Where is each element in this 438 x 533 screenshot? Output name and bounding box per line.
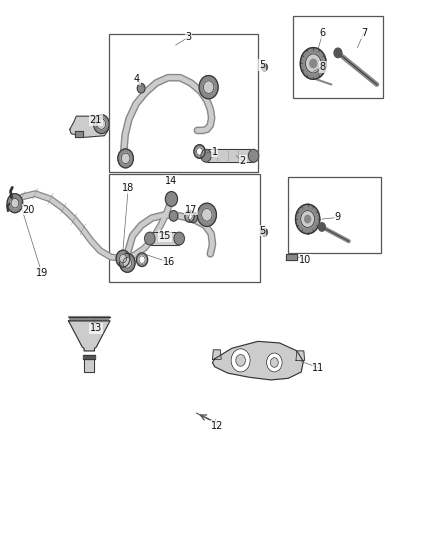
Circle shape — [139, 256, 145, 263]
Circle shape — [304, 215, 311, 223]
Text: 12: 12 — [211, 421, 223, 431]
Circle shape — [261, 229, 268, 236]
Circle shape — [116, 250, 130, 267]
Polygon shape — [296, 351, 304, 360]
Text: 21: 21 — [89, 115, 102, 125]
Bar — [109, 35, 258, 172]
Text: 4: 4 — [134, 74, 140, 84]
Text: 15: 15 — [159, 231, 171, 241]
Text: 9: 9 — [335, 213, 341, 222]
Circle shape — [300, 47, 326, 79]
Bar — [293, 16, 383, 98]
Text: 19: 19 — [35, 268, 48, 278]
Circle shape — [296, 204, 320, 234]
Circle shape — [197, 148, 202, 155]
Text: 1: 1 — [212, 147, 218, 157]
Circle shape — [194, 144, 205, 158]
Bar — [109, 174, 260, 282]
Circle shape — [97, 119, 106, 130]
Circle shape — [145, 232, 155, 245]
Polygon shape — [75, 131, 83, 138]
Circle shape — [334, 48, 342, 58]
Polygon shape — [83, 354, 95, 359]
Circle shape — [203, 81, 214, 93]
Circle shape — [199, 76, 218, 99]
Circle shape — [231, 349, 250, 372]
Circle shape — [121, 153, 130, 164]
Circle shape — [310, 59, 317, 68]
Circle shape — [267, 353, 282, 372]
Circle shape — [198, 203, 216, 227]
Text: 6: 6 — [320, 28, 326, 38]
Polygon shape — [286, 254, 297, 260]
Circle shape — [261, 63, 268, 71]
Circle shape — [318, 223, 325, 231]
Text: 5: 5 — [259, 225, 265, 236]
Circle shape — [136, 253, 148, 266]
Text: 17: 17 — [185, 205, 197, 215]
Polygon shape — [68, 317, 110, 321]
Polygon shape — [84, 359, 95, 372]
Polygon shape — [70, 116, 109, 138]
Text: 18: 18 — [122, 183, 134, 193]
Text: 14: 14 — [165, 175, 177, 185]
Circle shape — [166, 191, 177, 206]
Circle shape — [123, 257, 132, 268]
Text: 20: 20 — [22, 205, 35, 215]
Circle shape — [185, 211, 194, 222]
Circle shape — [248, 149, 259, 162]
Text: 3: 3 — [186, 32, 192, 42]
Circle shape — [11, 198, 19, 208]
Circle shape — [270, 358, 278, 367]
Circle shape — [169, 211, 178, 221]
Circle shape — [305, 54, 321, 73]
Text: 5: 5 — [259, 60, 265, 70]
Text: 2: 2 — [240, 156, 246, 166]
Circle shape — [94, 115, 109, 134]
Text: 10: 10 — [299, 255, 311, 265]
Text: 11: 11 — [312, 363, 325, 373]
Circle shape — [187, 213, 192, 220]
Text: 7: 7 — [361, 28, 367, 38]
Circle shape — [174, 232, 184, 245]
Circle shape — [137, 84, 145, 93]
Circle shape — [201, 149, 211, 162]
Circle shape — [118, 149, 134, 168]
Text: 16: 16 — [163, 257, 175, 267]
Circle shape — [120, 253, 135, 272]
Polygon shape — [212, 350, 221, 359]
Circle shape — [202, 208, 212, 221]
Circle shape — [189, 212, 198, 223]
Text: 13: 13 — [90, 323, 102, 333]
Polygon shape — [68, 321, 110, 351]
Polygon shape — [212, 342, 304, 380]
Circle shape — [120, 254, 127, 263]
Circle shape — [301, 211, 314, 228]
Bar — [288, 177, 381, 253]
Text: 8: 8 — [320, 62, 326, 72]
Circle shape — [7, 193, 23, 213]
Circle shape — [236, 354, 245, 366]
